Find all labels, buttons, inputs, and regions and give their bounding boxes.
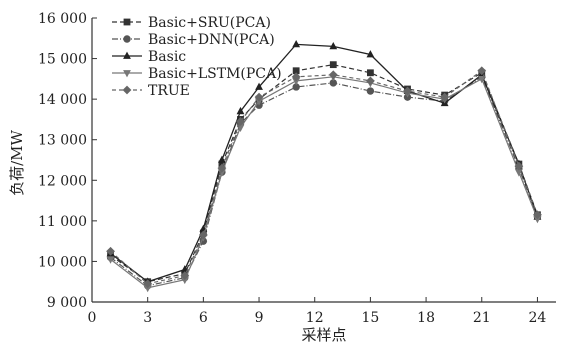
legend-marker [123,51,131,59]
legend-item: Basic [112,49,186,65]
series-line [110,69,539,285]
legend-label: Basic+LSTM(PCA) [148,66,282,82]
data-point [366,87,375,95]
legend-label: Basic [148,49,186,65]
data-point [218,155,226,163]
legend-marker [123,35,131,43]
legend-marker [123,18,131,26]
data-point [292,67,300,75]
data-point [366,50,375,58]
data-point [329,79,337,87]
data-point [291,72,301,82]
data-point [329,61,337,69]
y-axis-title: 负荷/MW [8,130,26,196]
data-point [217,163,227,173]
legend-layer: Basic+SRU(PCA)Basic+DNN(PCA)BasicBasic+L… [112,15,282,99]
legend-item: Basic+SRU(PCA) [112,15,271,31]
x-tick-label: 3 [143,310,152,326]
x-tick-label: 9 [255,310,264,326]
data-point [533,215,542,224]
legend-item: Basic+LSTM(PCA) [112,66,282,82]
data-point [366,76,375,86]
data-point [255,98,263,106]
x-tick-label: 21 [473,310,491,326]
data-point [403,86,412,96]
data-point [440,92,450,102]
legend-label: Basic+DNN(PCA) [148,32,275,48]
data-point [292,83,300,91]
data-point [477,75,486,84]
data-point [198,230,208,240]
data-point [328,70,338,80]
legend-label: Basic+SRU(PCA) [148,15,271,31]
data-point [514,161,524,171]
y-tick-label: 16 000 [38,11,87,27]
y-tick-label: 13 000 [38,133,87,149]
data-point [106,256,115,264]
series-line [110,76,538,289]
data-point [236,117,245,126]
data-point [329,42,338,50]
y-tick-label: 12 000 [38,173,87,189]
data-point [292,77,301,86]
data-point [143,279,153,289]
data-point [254,92,264,102]
data-point [255,82,263,90]
series-true [106,66,542,289]
data-point [533,210,542,220]
legend-marker [122,85,132,95]
legend-marker [123,70,131,78]
data-point [143,284,152,293]
axes-layer: 9 000 10 000 11 000 12 000 13 000 14 000 15 00… [38,11,556,326]
data-point [514,169,523,177]
legend-item: TRUE [112,83,190,99]
x-tick-label: 6 [199,310,208,326]
data-point [477,66,487,76]
series-line [110,75,539,287]
legend-item: Basic+DNN(PCA) [112,32,275,48]
legend-label: TRUE [148,83,190,99]
series-basic-dnn-pca- [106,73,542,290]
x-axis-title: 采样点 [301,326,346,344]
x-tick-label: 0 [88,310,97,326]
x-tick-label: 18 [417,310,435,326]
series-layer [106,39,542,293]
x-tick-label: 12 [306,310,324,326]
data-point [367,69,374,77]
data-point [180,276,189,285]
series-basic-lstm-pca- [106,73,542,293]
y-tick-label: 15 000 [38,52,87,68]
y-tick-label: 9 000 [47,295,87,311]
x-tick-label: 24 [529,310,547,326]
y-tick-label: 14 000 [38,92,87,108]
data-point [218,169,226,177]
y-tick-label: 10 000 [38,254,87,270]
data-point [236,106,245,115]
data-point [180,271,190,281]
data-point [292,39,301,48]
data-point [106,246,115,256]
x-tick-label: 15 [361,310,379,326]
y-tick-label: 11 000 [38,214,87,230]
